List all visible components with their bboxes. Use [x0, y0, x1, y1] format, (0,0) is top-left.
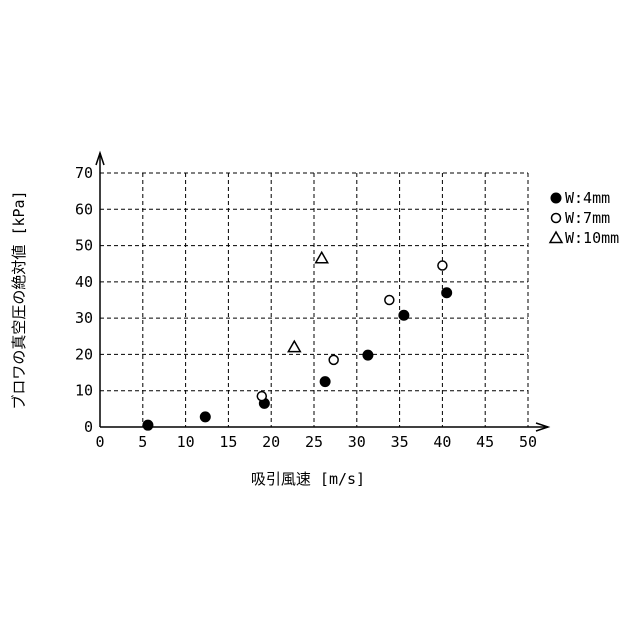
legend-label-2: W:10mm — [565, 229, 619, 247]
legend-label-1: W:7mm — [565, 209, 610, 227]
data-point-series-0 — [143, 420, 153, 430]
legend-marker-2 — [550, 232, 562, 243]
data-point-series-0 — [320, 377, 330, 387]
grid — [100, 173, 528, 427]
data-point-series-1 — [329, 355, 338, 364]
x-tick-label: 15 — [219, 433, 237, 451]
data-points — [143, 252, 452, 430]
data-point-series-2 — [316, 252, 328, 263]
x-tick-label: 45 — [476, 433, 494, 451]
x-tick-label: 40 — [433, 433, 451, 451]
y-tick-label: 20 — [75, 345, 93, 363]
x-tick-label: 5 — [138, 433, 147, 451]
x-tick-label: 25 — [305, 433, 323, 451]
x-tick-label: 30 — [348, 433, 366, 451]
x-tick-label: 20 — [262, 433, 280, 451]
x-tick-label: 50 — [519, 433, 537, 451]
y-axis-label: ブロワの真空圧の絶対値 [kPa] — [10, 190, 28, 409]
y-tick-label: 30 — [75, 309, 93, 327]
axes — [96, 153, 548, 431]
data-point-series-2 — [288, 341, 300, 352]
legend-marker-0 — [551, 193, 561, 203]
data-point-series-1 — [438, 261, 447, 270]
x-axis-label: 吸引風速 [m/s] — [251, 470, 365, 488]
tick-labels: 0 5 10 15 20 25 30 35 40 45 50 0 10 20 30 40 50 60 70 — [75, 164, 537, 451]
y-tick-label: 50 — [75, 237, 93, 255]
y-tick-label: 10 — [75, 382, 93, 400]
legend-label-0: W:4mm — [565, 189, 610, 207]
y-tick-label: 0 — [84, 418, 93, 436]
data-point-series-0 — [363, 350, 373, 360]
data-point-series-1 — [385, 296, 394, 305]
data-point-series-1 — [257, 392, 266, 401]
y-tick-label: 60 — [75, 200, 93, 218]
data-point-series-0 — [399, 310, 409, 320]
y-tick-label: 40 — [75, 273, 93, 291]
legend: W:4mm W:7mm W:10mm — [550, 189, 619, 247]
data-point-series-0 — [200, 412, 210, 422]
x-tick-label: 0 — [95, 433, 104, 451]
y-tick-label: 70 — [75, 164, 93, 182]
x-tick-label: 10 — [177, 433, 195, 451]
legend-marker-1 — [552, 214, 561, 223]
x-tick-label: 35 — [391, 433, 409, 451]
data-point-series-0 — [442, 288, 452, 298]
